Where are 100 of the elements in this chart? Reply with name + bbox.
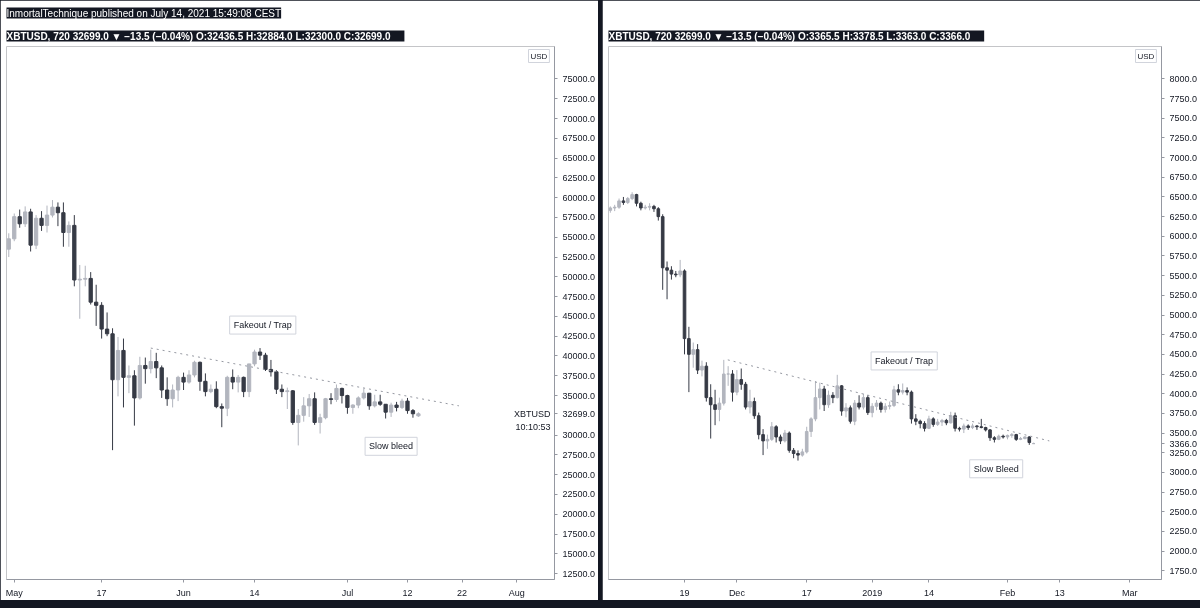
y-tick-label: 75000.0 — [562, 73, 596, 84]
x-tick-label: Aug — [508, 587, 525, 598]
y-tick-label: 40000.0 — [562, 350, 596, 361]
x-tick-label: 22 — [457, 587, 468, 598]
y-tick-label: 70000.0 — [562, 113, 596, 124]
y-tick-label: 37500.0 — [562, 370, 596, 381]
chart-title: InmortalTechnique published on July 14, 2021 15:49:08 CEST — [6, 7, 282, 19]
candlestick — [148, 349, 153, 374]
y-tick-label: 5250.0 — [1169, 290, 1198, 301]
candlestick — [285, 387, 290, 410]
y-tick-label: 65000.0 — [562, 153, 596, 164]
y-tick-label: 5750.0 — [1169, 250, 1198, 261]
y-tick-label: 2250.0 — [1169, 526, 1198, 537]
x-tick-label: Jul — [341, 587, 354, 598]
y-tick-label: 3250.0 — [1169, 447, 1198, 458]
annotation: Slow Bleed — [973, 463, 1019, 474]
candlestick — [857, 394, 861, 410]
y-tick-label: 57500.0 — [562, 212, 596, 223]
x-tick-label: 12 — [402, 587, 413, 598]
y-tick-label: 55000.0 — [562, 232, 596, 243]
candlestick — [748, 389, 752, 414]
x-tick-label: Dec — [728, 587, 746, 598]
y-tick-label: 50000.0 — [562, 271, 596, 282]
y-tick-label: 7000.0 — [1169, 152, 1198, 163]
candlestick — [328, 392, 334, 405]
y-tick-label: 52500.0 — [562, 252, 596, 263]
y-tick-label: 7500.0 — [1169, 113, 1198, 124]
candlestick — [866, 394, 870, 416]
annotation: Fakeout / Trap — [233, 320, 292, 331]
y-tick-label: 72500.0 — [562, 93, 596, 104]
y-tick-label: 42500.0 — [562, 331, 596, 342]
y-tick-label: 7750.0 — [1169, 93, 1198, 104]
y-tick-label: 2750.0 — [1169, 487, 1198, 498]
candlestick — [17, 209, 22, 229]
candlestick — [975, 424, 979, 431]
chart-subtitle: XBTUSD, 720 32699.0 ▼ −13.5 (−0.04%) O:32436.5 H:32884.0 L:32300.0 C:32699.0 — [6, 30, 391, 42]
annotation: Fakeout / Trap — [875, 355, 934, 366]
x-tick-label: Feb — [999, 587, 1016, 598]
y-tick-label: 6500.0 — [1169, 191, 1198, 202]
y-tick-label: 22500.0 — [562, 489, 596, 500]
x-tick-label: 19 — [679, 587, 690, 598]
y-tick-label: 8000.0 — [1169, 73, 1198, 84]
x-tick-label: 17 — [801, 587, 812, 598]
y-tick-label: 62500.0 — [562, 172, 596, 183]
x-tick-label: May — [5, 587, 24, 598]
y-tick-label: 2000.0 — [1169, 546, 1198, 557]
x-tick-label: Mar — [1121, 587, 1138, 598]
candlestick — [769, 421, 774, 442]
y-tick-label: 6750.0 — [1169, 172, 1198, 183]
x-tick-label: Jun — [176, 587, 191, 598]
annotation: USD — [1137, 51, 1155, 61]
y-tick-label: 20000.0 — [562, 509, 596, 520]
y-tick-label: 17500.0 — [562, 529, 596, 540]
candlestick — [691, 342, 696, 369]
y-tick-label: 35000.0 — [562, 390, 596, 401]
y-tick-label: 3000.0 — [1169, 467, 1198, 478]
candlestick — [143, 357, 148, 385]
candlestick — [39, 210, 44, 232]
x-tick-label: 17 — [96, 587, 107, 598]
y-tick-label: 4750.0 — [1169, 329, 1198, 340]
y-tick-label: 32699.0 — [562, 408, 596, 419]
candlestick — [787, 430, 792, 454]
candlestick — [230, 368, 235, 390]
candlestick — [713, 389, 717, 426]
y-tick-label: 12500.0 — [562, 568, 596, 579]
candlestick — [126, 364, 132, 394]
y-tick-label: 30000.0 — [562, 430, 596, 441]
candlestick — [678, 259, 682, 278]
candlestick — [735, 369, 739, 396]
y-tick-label: 1750.0 — [1169, 565, 1198, 576]
annotation: USD — [530, 51, 548, 61]
candlestick — [940, 418, 944, 427]
y-tick-label: 25000.0 — [562, 469, 596, 480]
annotation: Slow bleed — [369, 441, 414, 452]
candlestick — [23, 205, 28, 228]
candlestick — [848, 405, 853, 425]
y-tick-label: 67500.0 — [562, 133, 596, 144]
y-tick-label: 47500.0 — [562, 291, 596, 302]
candlestick — [743, 381, 748, 410]
candlestick — [1001, 434, 1005, 440]
candlestick — [892, 385, 896, 408]
y-tick-label: 2500.0 — [1169, 506, 1198, 517]
x-tick-label: 14 — [249, 587, 260, 598]
y-tick-label: 3366.0 — [1169, 438, 1198, 449]
y-tick-label: 60000.0 — [562, 192, 596, 203]
candlestick — [279, 383, 284, 398]
candlestick — [695, 343, 700, 375]
y-tick-label: 4000.0 — [1169, 388, 1198, 399]
candlestick — [852, 399, 857, 426]
candlestick — [796, 449, 800, 462]
candlestick — [652, 204, 656, 213]
candlestick — [831, 391, 835, 404]
y-tick-label: 5500.0 — [1169, 270, 1198, 281]
candlestick — [822, 385, 826, 412]
y-tick-label: 45000.0 — [562, 311, 596, 322]
x-tick-label: 13 — [1054, 587, 1065, 598]
y-tick-label: 15000.0 — [562, 548, 596, 559]
candlestick — [132, 369, 137, 427]
y-tick-label: 6250.0 — [1169, 211, 1198, 222]
y-tick-label: 27500.0 — [562, 449, 596, 460]
